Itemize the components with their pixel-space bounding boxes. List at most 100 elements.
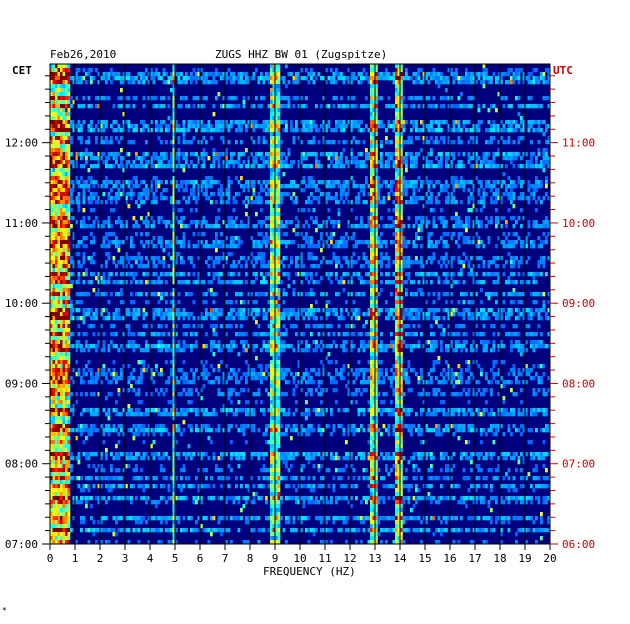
spectrogram-cell [55, 80, 58, 85]
spectrogram-cell [490, 220, 493, 225]
spectrogram-cell [127, 128, 131, 133]
spectrogram-cell [437, 72, 441, 77]
spectrogram-cell [300, 280, 303, 285]
spectrogram-cell [105, 244, 108, 249]
spectrogram-cell [397, 116, 401, 121]
spectrogram-cell [255, 196, 258, 201]
spectrogram-cell [505, 164, 508, 169]
spectrogram-cell [52, 300, 56, 305]
spectrogram-cell [210, 312, 213, 317]
spectrogram-cell [67, 84, 71, 89]
spectrogram-cell [185, 224, 188, 229]
spectrogram-cell [320, 232, 323, 237]
spectrogram-cell [152, 312, 156, 317]
spectrogram-cell [150, 156, 153, 161]
spectrogram-cell [95, 292, 98, 297]
spectrogram-cell [400, 308, 403, 313]
spectrogram-cell [172, 72, 176, 77]
spectrogram-cell [182, 152, 186, 157]
spectrogram-cell [510, 256, 513, 261]
spectrogram-cell [250, 280, 253, 285]
spectrogram-cell [375, 188, 378, 193]
spectrogram-cell [247, 312, 251, 317]
spectrogram-cell [170, 224, 173, 229]
spectrogram-cell [410, 128, 413, 133]
spectrogram-cell [347, 272, 351, 277]
spectrogram-cell [277, 160, 281, 165]
spectrogram-cell [247, 184, 251, 189]
spectrogram-cell [357, 200, 361, 205]
spectrogram-cell [67, 244, 71, 249]
spectrogram-cell [50, 176, 53, 181]
spectrogram-cell [277, 128, 281, 133]
spectrogram-cell [167, 264, 171, 269]
spectrogram-cell [490, 200, 493, 205]
spectrogram-cell [257, 76, 261, 81]
spectrogram-cell [215, 312, 218, 317]
spectrogram-cell [235, 280, 238, 285]
spectrogram-cell [197, 120, 201, 125]
spectrogram-cell [332, 164, 336, 169]
spectrogram-cell [87, 312, 91, 317]
spectrogram-cell [545, 68, 548, 73]
spectrogram-cell [270, 232, 273, 237]
spectrogram-cell [402, 240, 406, 245]
spectrogram-cell [115, 200, 118, 205]
spectrogram-cell [295, 216, 298, 221]
spectrogram-cell [330, 240, 333, 245]
spectrogram-cell [327, 192, 331, 197]
spectrogram-cell [267, 308, 271, 313]
spectrogram-cell [192, 104, 196, 109]
spectrogram-cell [102, 96, 106, 101]
spectrogram-cell [175, 312, 178, 317]
spectrogram-cell [422, 280, 426, 285]
spectrogram-cell [60, 152, 63, 157]
spectrogram-cell [355, 240, 358, 245]
spectrogram-cell [112, 76, 116, 81]
spectrogram-cell [270, 296, 273, 301]
spectrogram-cell [272, 152, 276, 157]
spectrogram-cell [90, 128, 93, 133]
spectrogram-cell [507, 80, 511, 85]
spectrogram-cell [65, 96, 68, 101]
spectrogram-cell [367, 312, 371, 317]
spectrogram-cell [542, 148, 546, 153]
spectrogram-cell [52, 176, 56, 181]
spectrogram-cell [217, 120, 221, 125]
spectrogram-cell [60, 280, 63, 285]
spectrogram-cell [370, 100, 373, 105]
spectrogram-cell [467, 272, 471, 277]
spectrogram-cell [352, 76, 356, 81]
spectrogram-cell [280, 224, 283, 229]
spectrogram-cell [380, 164, 383, 169]
spectrogram-cell [307, 272, 311, 277]
spectrogram-cell [475, 140, 478, 145]
spectrogram-cell [395, 124, 398, 129]
spectrogram-cell [430, 128, 433, 133]
spectrogram-cell [135, 124, 138, 129]
spectrogram-cell [90, 180, 93, 185]
spectrogram-cell [72, 216, 76, 221]
spectrogram-cell [62, 172, 66, 177]
spectrogram-cell [92, 196, 96, 201]
spectrogram-cell [310, 256, 313, 261]
spectrogram-cell [72, 160, 76, 165]
spectrogram-cell [340, 104, 343, 109]
spectrogram-cell [167, 96, 171, 101]
spectrogram-cell [547, 232, 551, 237]
spectrogram-cell [472, 128, 476, 133]
spectrogram-cell [285, 104, 288, 109]
spectrogram-cell [272, 124, 276, 129]
spectrogram-cell [397, 252, 401, 257]
spectrogram-cell [445, 196, 448, 201]
spectrogram-cell [397, 232, 401, 237]
spectrogram-cell [270, 308, 273, 313]
spectrogram-cell [272, 280, 276, 285]
spectrogram-cell [495, 272, 498, 277]
spectrogram-cell [367, 264, 371, 269]
spectrogram-cell [162, 152, 166, 157]
spectrogram-cell [342, 244, 346, 249]
spectrogram-cell [320, 152, 323, 157]
spectrogram-cell [505, 96, 508, 101]
spectrogram-cell [262, 308, 266, 313]
